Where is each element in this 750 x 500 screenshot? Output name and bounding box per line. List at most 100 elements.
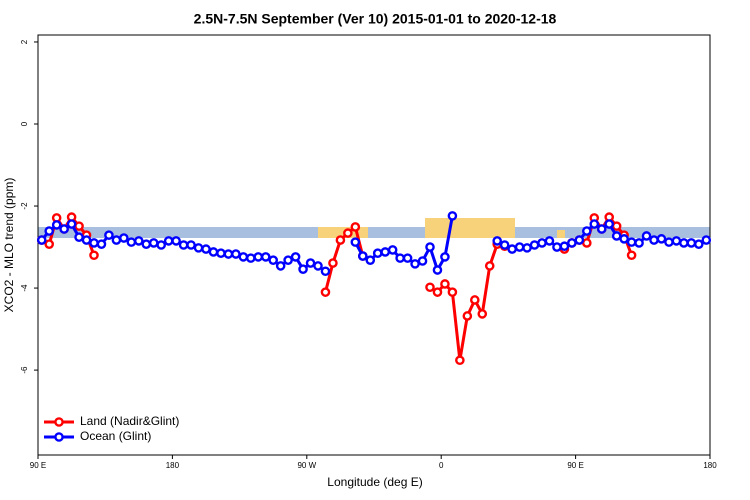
data-point bbox=[462, 311, 473, 321]
data-point bbox=[186, 240, 196, 250]
data-point bbox=[298, 264, 308, 274]
data-point bbox=[260, 252, 271, 262]
data-point bbox=[440, 252, 450, 262]
data-point bbox=[193, 243, 204, 253]
legend-marker bbox=[54, 432, 64, 442]
data-point bbox=[350, 237, 361, 247]
data-point bbox=[425, 242, 435, 252]
data-point bbox=[440, 279, 450, 289]
data-point bbox=[36, 235, 47, 245]
data-point bbox=[238, 252, 249, 262]
data-point bbox=[417, 256, 428, 266]
data-point bbox=[626, 237, 637, 247]
data-point bbox=[216, 248, 226, 259]
data-point bbox=[492, 236, 503, 246]
data-point bbox=[694, 239, 704, 249]
data-point bbox=[469, 295, 480, 305]
y-tick-label: -6 bbox=[20, 366, 29, 374]
data-point bbox=[611, 221, 622, 231]
data-point bbox=[81, 235, 92, 245]
data-point bbox=[679, 238, 689, 248]
data-point bbox=[201, 244, 211, 254]
data-point bbox=[148, 238, 159, 248]
data-point bbox=[290, 252, 301, 262]
data-point bbox=[171, 236, 181, 246]
data-point bbox=[477, 309, 488, 319]
data-point bbox=[484, 261, 495, 271]
data-point bbox=[231, 249, 241, 259]
data-point bbox=[507, 244, 517, 254]
data-point bbox=[626, 250, 637, 261]
surface-mask bbox=[38, 218, 710, 238]
data-point bbox=[380, 247, 391, 257]
data-point bbox=[126, 237, 137, 247]
data-point bbox=[559, 241, 570, 252]
data-point bbox=[141, 239, 152, 249]
data-point bbox=[119, 233, 129, 243]
legend-label: Ocean (Glint) bbox=[80, 429, 151, 443]
data-point bbox=[335, 235, 346, 245]
data-point bbox=[619, 234, 629, 244]
data-point bbox=[268, 255, 279, 265]
data-point bbox=[111, 235, 122, 245]
data-point bbox=[357, 251, 368, 261]
data-point bbox=[372, 248, 383, 259]
data-point bbox=[133, 236, 144, 246]
data-point bbox=[574, 235, 585, 245]
data-point bbox=[305, 258, 316, 268]
data-point bbox=[395, 253, 405, 263]
y-tick-label: 0 bbox=[20, 121, 29, 126]
plot-frame bbox=[37, 34, 711, 456]
data-point bbox=[537, 238, 547, 248]
y-axis-label: XCO2 - MLO trend (ppm) bbox=[2, 178, 16, 313]
data-point bbox=[611, 231, 622, 241]
data-point bbox=[104, 230, 114, 240]
data-point bbox=[544, 236, 555, 246]
chart-title: 2.5N-7.5N September (Ver 10) 2015-01-01 … bbox=[194, 11, 557, 27]
data-point bbox=[74, 221, 84, 231]
data-point bbox=[66, 219, 77, 229]
data-point bbox=[686, 238, 697, 248]
data-point bbox=[387, 245, 398, 255]
x-tick-label: 0 bbox=[439, 461, 444, 470]
data-point bbox=[522, 243, 532, 253]
data-point bbox=[283, 255, 293, 265]
data-point bbox=[447, 211, 458, 221]
land-band bbox=[557, 230, 565, 238]
land-band bbox=[318, 227, 368, 238]
data-point bbox=[275, 261, 286, 271]
data-point bbox=[634, 238, 644, 248]
data-point bbox=[74, 232, 84, 243]
data-point bbox=[410, 259, 420, 269]
data-point bbox=[313, 261, 323, 271]
data-point bbox=[432, 265, 443, 275]
data-point bbox=[320, 287, 331, 297]
x-tick-label: 180 bbox=[166, 461, 180, 470]
data-point bbox=[641, 231, 652, 241]
data-point bbox=[178, 240, 189, 250]
data-point bbox=[245, 253, 256, 263]
data-point bbox=[701, 235, 712, 245]
data-point bbox=[156, 240, 166, 250]
data-point bbox=[582, 238, 592, 248]
land-band bbox=[425, 218, 515, 238]
x-tick-label: 90 E bbox=[567, 461, 583, 470]
data-point bbox=[455, 355, 465, 366]
data-point bbox=[589, 219, 600, 229]
data-point bbox=[664, 237, 674, 247]
data-point bbox=[656, 234, 667, 244]
x-tick-label: 90 E bbox=[30, 461, 46, 470]
data-point bbox=[96, 239, 107, 249]
legend-marker bbox=[54, 417, 64, 427]
x-tick-label: 180 bbox=[703, 461, 717, 470]
data-point bbox=[320, 266, 331, 277]
data-point bbox=[44, 226, 55, 236]
data-point bbox=[89, 250, 99, 261]
data-point bbox=[59, 224, 69, 234]
data-point bbox=[163, 236, 174, 246]
data-point bbox=[499, 240, 510, 250]
data-point bbox=[328, 258, 338, 268]
data-point bbox=[604, 219, 615, 229]
legend-label: Land (Nadir&Glint) bbox=[80, 414, 179, 428]
